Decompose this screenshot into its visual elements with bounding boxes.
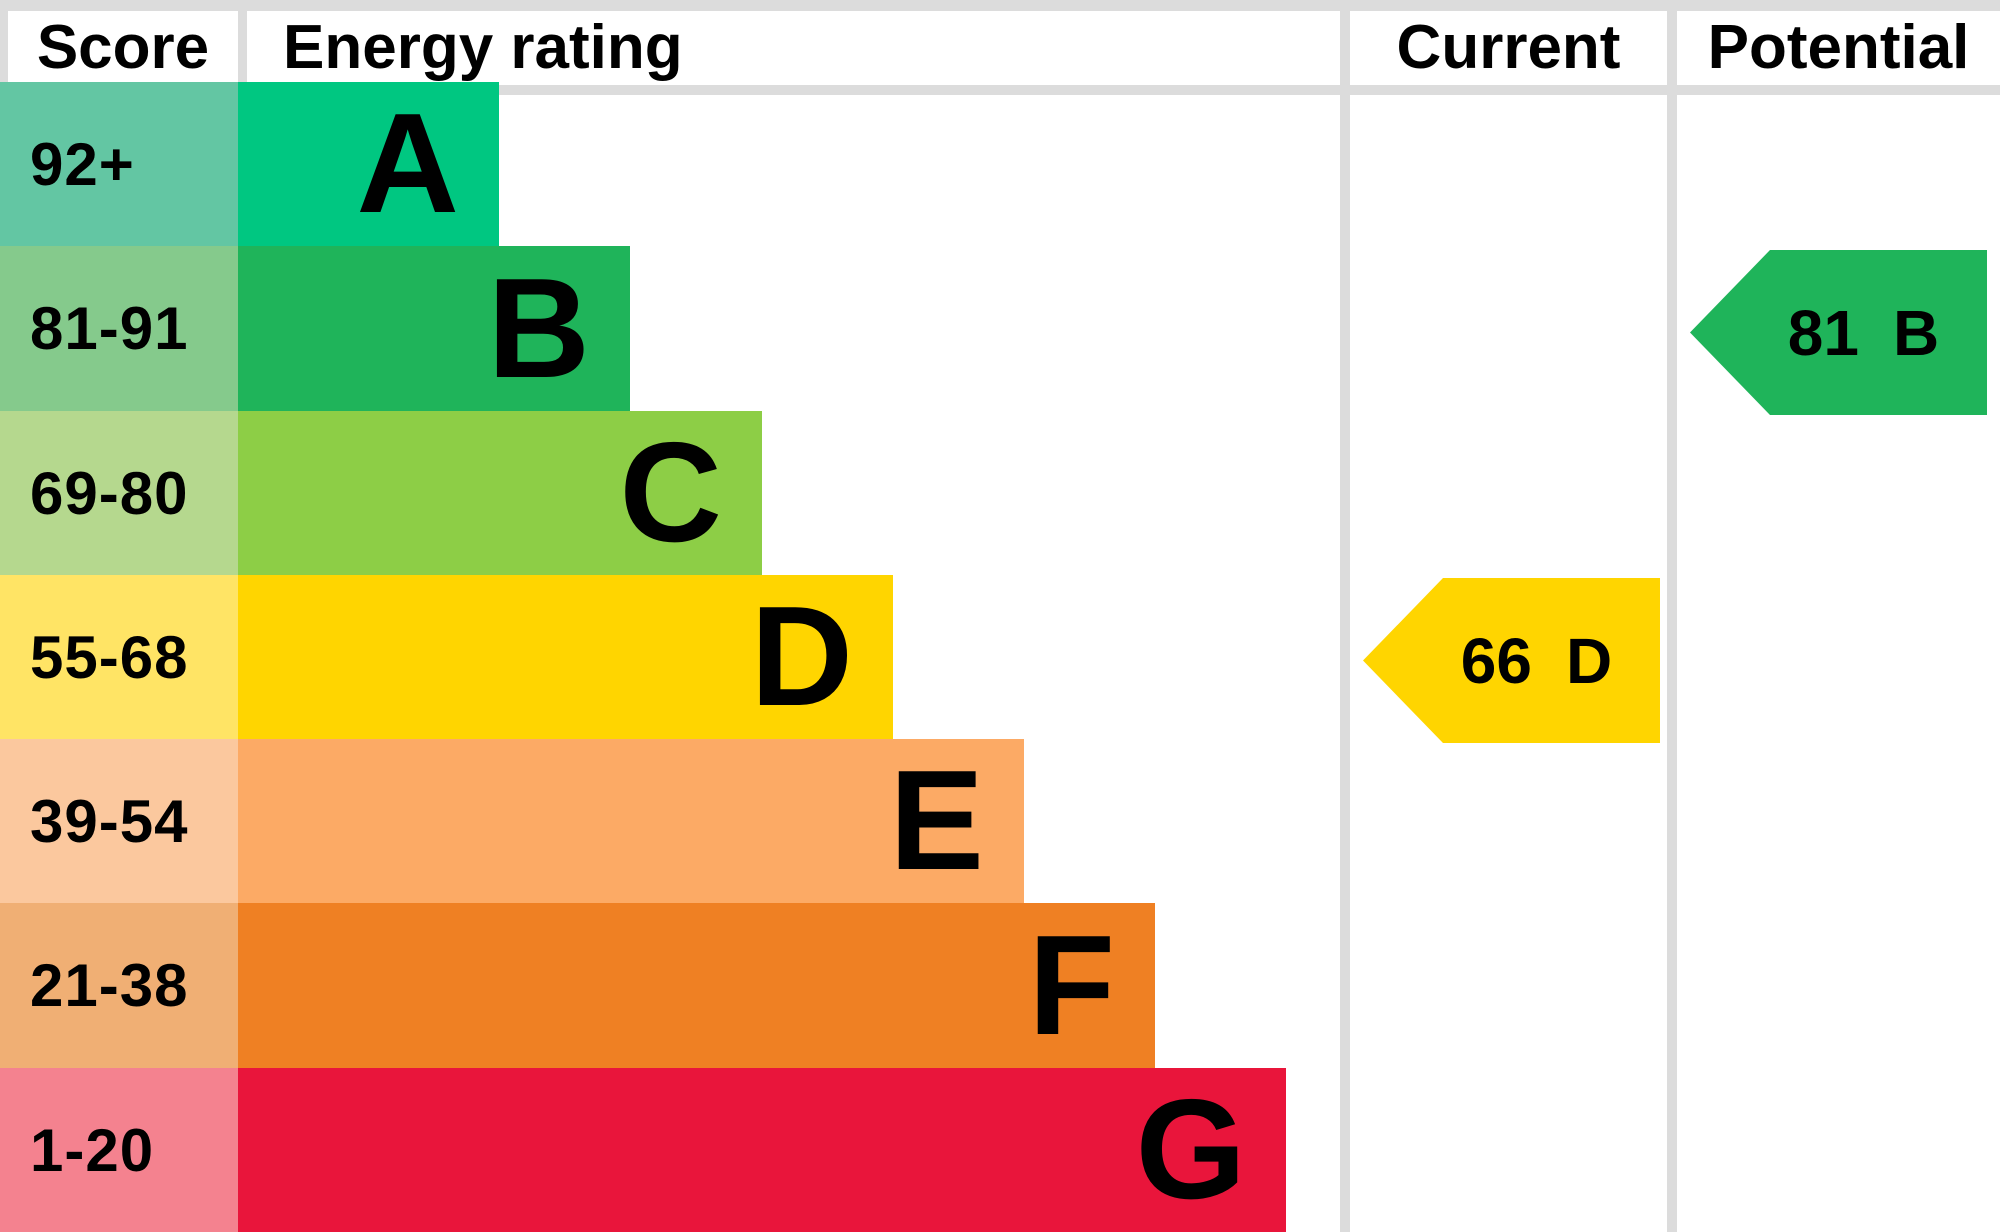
score-cell: 21-38 — [0, 903, 238, 1068]
potential-band-letter: B — [1892, 296, 1940, 369]
score-header-label: Score — [36, 13, 210, 82]
energy-rating-column-header: Energy rating — [283, 10, 1083, 85]
score-range-label: 55-68 — [30, 623, 189, 691]
score-cell: 69-80 — [0, 411, 238, 575]
band-letter-label: E — [889, 741, 984, 900]
score-range-label: 1-20 — [30, 1116, 155, 1184]
band-bar: B — [238, 246, 630, 411]
score-range-label: 69-80 — [30, 459, 189, 527]
potential-column-header: Potential — [1677, 10, 2000, 85]
band-bar: A — [238, 82, 499, 246]
score-column-header: Score — [8, 10, 238, 85]
band-letter-label: C — [619, 413, 722, 572]
current-header-label: Current — [1396, 13, 1621, 82]
score-cell: 81-91 — [0, 246, 238, 411]
score-cell: 1-20 — [0, 1068, 238, 1232]
header-underline — [0, 85, 2000, 95]
left-pointing-arrow-icon — [1363, 578, 1660, 743]
potential-score-value: 81 — [1787, 296, 1859, 369]
band-letter-label: A — [356, 84, 459, 243]
band-bar: D — [238, 575, 893, 739]
band-bar: C — [238, 411, 762, 575]
table-left-border — [0, 0, 8, 85]
band-letter-label: G — [1135, 1070, 1246, 1229]
score-cell: 92+ — [0, 82, 238, 246]
score-cell: 39-54 — [0, 739, 238, 903]
band-letter-label: F — [1028, 905, 1115, 1065]
current-arrow-text: 66 D — [1443, 578, 1660, 743]
energy-rating-header-label: Energy rating — [283, 13, 683, 82]
band-letter-label: B — [487, 248, 590, 408]
band-bar: E — [238, 739, 1024, 903]
current-rating-arrow: 66 D — [1363, 578, 1660, 743]
score-range-label: 81-91 — [30, 295, 189, 362]
potential-rating-arrow: 81 B — [1690, 250, 1987, 415]
current-band-letter: D — [1565, 624, 1613, 697]
current-column-header: Current — [1350, 10, 1667, 85]
score-cell: 55-68 — [0, 575, 238, 739]
band-bar: G — [238, 1068, 1286, 1232]
current-column-divider — [1340, 0, 1350, 1232]
band-letter-label: D — [750, 577, 853, 736]
left-pointing-arrow-icon — [1690, 250, 1987, 415]
potential-column-divider — [1667, 0, 1677, 1232]
potential-header-label: Potential — [1707, 13, 1970, 82]
current-score-value: 66 — [1460, 624, 1532, 697]
score-range-label: 92+ — [30, 130, 135, 198]
score-range-label: 39-54 — [30, 787, 189, 855]
score-range-label: 21-38 — [30, 952, 189, 1019]
table-top-border — [0, 0, 2000, 11]
score-header-divider — [238, 10, 247, 85]
potential-arrow-text: 81 B — [1770, 250, 1987, 415]
band-bar: F — [238, 903, 1155, 1068]
